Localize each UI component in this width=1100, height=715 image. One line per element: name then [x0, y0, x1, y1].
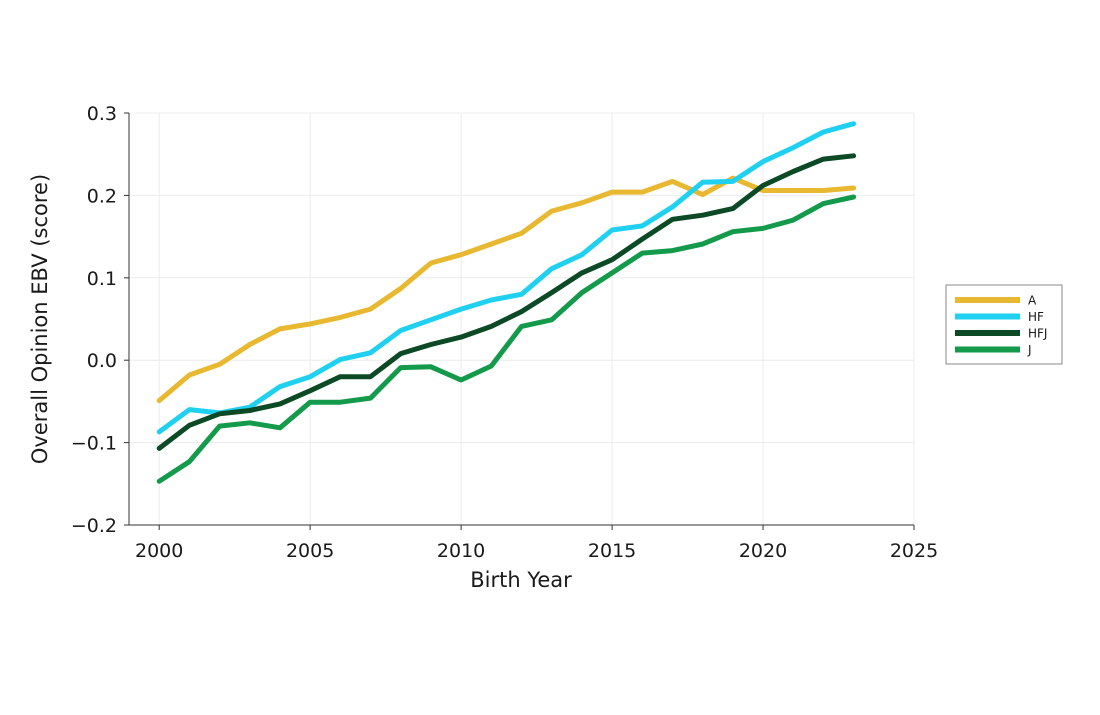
series-line-a — [156, 175, 857, 404]
series-line-hfj — [156, 153, 857, 451]
x-tick-labels: 2000 2005 2010 2015 2020 2025 — [135, 525, 938, 562]
axes — [128, 113, 914, 526]
grid-lines — [129, 112, 915, 526]
x-tick-label: 2015 — [588, 540, 636, 562]
x-tick-label: 2010 — [437, 540, 485, 562]
legend-label-hf: HF — [1028, 310, 1044, 324]
series-line-j — [156, 194, 857, 484]
x-axis-title: Birth Year — [470, 568, 572, 592]
x-tick-label: 2000 — [135, 540, 183, 562]
y-tick-label: 0.0 — [87, 350, 117, 372]
legend-label-hfj: HFJ — [1028, 327, 1047, 341]
series-line-hf — [156, 121, 857, 435]
y-tick-label: −0.2 — [71, 515, 117, 537]
x-tick-label: 2025 — [890, 540, 938, 562]
series-lines — [156, 121, 857, 484]
legend-label-a: A — [1028, 294, 1037, 308]
y-tick-labels: −0.2 −0.1 0.0 0.1 0.2 0.3 — [71, 103, 129, 537]
y-tick-label: 0.3 — [87, 103, 117, 125]
y-tick-label: 0.2 — [87, 185, 117, 207]
x-tick-label: 2020 — [739, 540, 787, 562]
y-tick-label: 0.1 — [87, 268, 117, 290]
y-tick-label: −0.1 — [71, 433, 117, 455]
legend: A HF HFJ J — [945, 284, 1063, 365]
y-axis-title: Overall Opinion EBV (score) — [28, 174, 52, 464]
legend-label-j: J — [1027, 343, 1032, 357]
x-tick-label: 2005 — [286, 540, 334, 562]
